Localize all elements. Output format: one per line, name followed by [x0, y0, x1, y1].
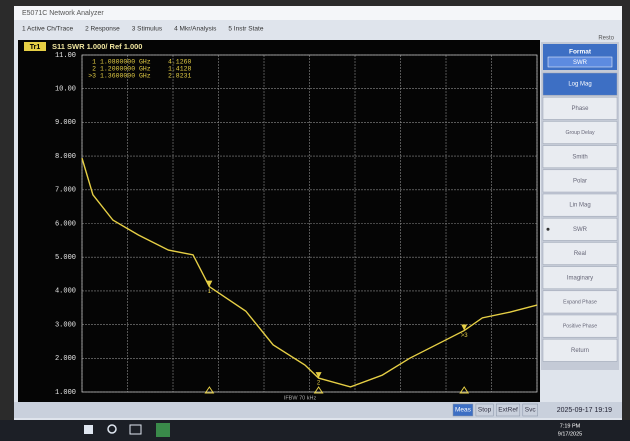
marker-table-value: 4.1260 [168, 59, 192, 66]
taskbar-date: 9/17/2025 [558, 431, 582, 437]
softkey-label: Expand Phase [563, 299, 597, 305]
y-tick-label: 5.000 [55, 254, 76, 262]
y-tick-label: 6.000 [55, 220, 76, 228]
marker-table-label: >3 [88, 73, 96, 80]
status-indicator: Svc [525, 407, 537, 414]
chart-title: S11 SWR 1.000/ Ref 1.000 [52, 42, 142, 51]
softkey-label: Positive Phase [563, 323, 597, 329]
y-tick-label: 8.000 [55, 153, 76, 161]
taskbar-time: 7:19 PM [560, 423, 581, 429]
softkey-label: Smith [572, 154, 587, 160]
softkey-header-title: Format [569, 49, 592, 56]
y-tick-label: 9.000 [55, 119, 76, 127]
y-tick-label: 11.00 [55, 52, 76, 60]
y-tick-label: 1.000 [55, 389, 76, 397]
softkey-label: Imaginary [567, 275, 593, 281]
softkey-label: Real [574, 251, 586, 257]
app-icon[interactable] [156, 423, 170, 437]
marker-table-frequency: 1.3600000 GHz [100, 73, 151, 80]
page: E5071C Network Analyzer Resto Tr1 S11 SW… [0, 0, 630, 441]
restore-button[interactable]: Resto [598, 36, 614, 42]
screen: E5071C Network Analyzer Resto Tr1 S11 SW… [0, 0, 630, 441]
status-indicator: Meas [455, 407, 472, 414]
softkey-label: Lin Mag [569, 203, 590, 209]
menu-item[interactable]: 1 Active Ch/Trace [22, 26, 73, 33]
marker-table-frequency: 1.0800000 GHz [100, 59, 151, 66]
y-tick-label: 7.000 [55, 187, 76, 195]
menu-item[interactable]: 5 Instr State [228, 26, 263, 33]
status-indicator: Stop [478, 407, 492, 414]
title-bar [14, 6, 622, 20]
y-tick-label: 3.000 [55, 321, 76, 329]
softkey-selected-dot [547, 228, 550, 231]
softkey-current: SWR [573, 60, 588, 66]
softkey-label: Polar [573, 178, 587, 184]
softkey-label: Log Mag [568, 82, 591, 88]
menu-item[interactable]: 4 Mkr/Analysis [174, 26, 217, 33]
softkey-label: SWR [573, 227, 588, 233]
start-button[interactable] [84, 425, 93, 434]
softkey-label: Return [571, 348, 589, 354]
window-title: E5071C Network Analyzer [22, 10, 104, 17]
marker-table-value: 1.4128 [168, 66, 192, 73]
marker-label: >3 [461, 333, 469, 339]
marker-table-label: 2 [92, 66, 96, 73]
softkey-label: Phase [571, 106, 589, 112]
status-datetime: 2025-09-17 19:19 [557, 407, 612, 414]
marker-table-label: 1 [92, 59, 96, 66]
taskbar [0, 420, 630, 441]
menu-item[interactable]: 3 Stimulus [132, 26, 163, 33]
status-indicator: ExtRef [498, 407, 518, 414]
marker-table-value: 2.8231 [168, 73, 192, 80]
y-tick-label: 4.000 [55, 288, 76, 296]
marker-table-frequency: 1.2000000 GHz [100, 66, 151, 73]
status-center: IFBW 70 kHz [284, 395, 317, 401]
softkey-label: Group Delay [565, 130, 595, 136]
y-tick-label: 10.00 [55, 86, 76, 94]
menu-item[interactable]: 2 Response [85, 26, 120, 33]
chart-area [18, 40, 540, 402]
y-tick-label: 2.000 [55, 355, 76, 363]
trace-label: Tr1 [30, 44, 41, 51]
